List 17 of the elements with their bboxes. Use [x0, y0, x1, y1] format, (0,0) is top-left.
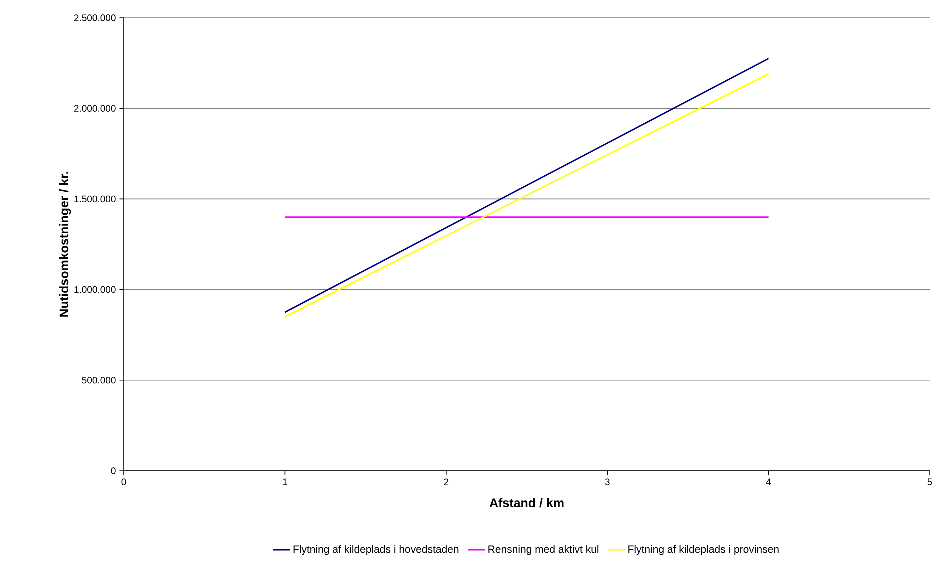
x-tick-label: 2 [444, 478, 449, 486]
x-tick-label: 4 [766, 478, 772, 486]
x-tick-label: 5 [928, 478, 932, 486]
x-tick-label: 0 [122, 478, 126, 486]
x-axis-title: Afstand / km [490, 498, 564, 508]
legend-label: Rensning med aktivt kul [488, 545, 599, 556]
y-axis-title: Nutidsomkostninger / kr. [59, 172, 72, 317]
y-tick-label: 2.500.000 [74, 14, 116, 22]
y-tick-label: 2.000.000 [74, 105, 116, 112]
y-tick-label: 1.500.000 [74, 196, 116, 203]
legend-label: Flytning af kildeplads i provinsen [628, 545, 779, 556]
legend-label: Flytning af kildeplads i hovedstaden [294, 545, 459, 556]
y-tick-label: 500.000 [82, 377, 116, 384]
x-tick-label: 3 [605, 478, 610, 486]
x-tick-label: 1 [283, 478, 288, 486]
y-tick-label: 1.000.000 [74, 286, 116, 294]
y-tick-label: 0 [111, 468, 116, 474]
